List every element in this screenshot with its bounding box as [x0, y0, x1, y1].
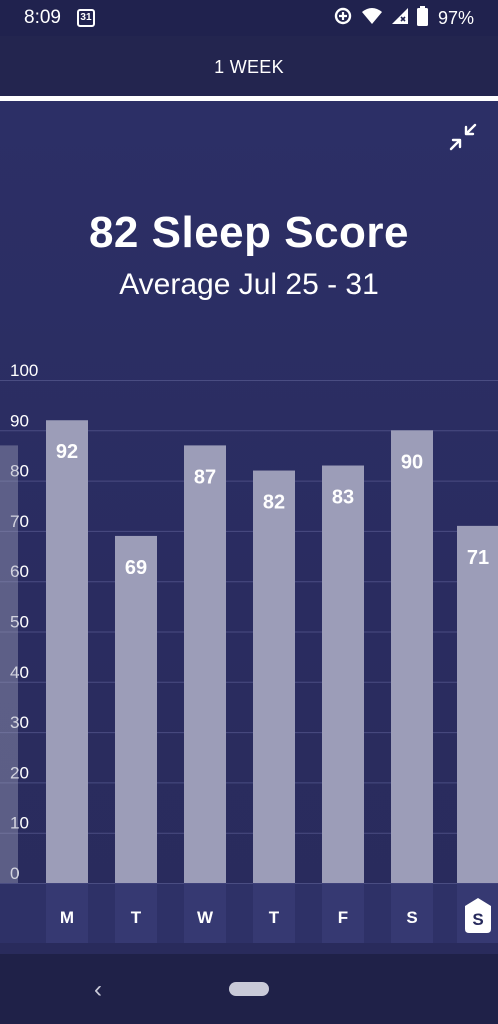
- bar-t: [115, 535, 157, 883]
- x-tick-label: S: [472, 910, 483, 929]
- y-tick-label: 70: [10, 512, 29, 531]
- bar-s: [457, 525, 498, 883]
- data-label: 82: [263, 492, 285, 514]
- collapse-icon: [449, 123, 477, 151]
- sleep-score-subtitle: Average Jul 25 - 31: [119, 268, 379, 301]
- data-saver-icon: [333, 6, 353, 31]
- sleep-score-title: 82 Sleep Score: [88, 208, 410, 257]
- bar-s: [391, 430, 433, 883]
- selected-day-marker: [465, 898, 491, 933]
- period-label: 1 WEEK: [214, 56, 284, 77]
- bar-t: [253, 470, 295, 883]
- bar-m: [46, 420, 88, 883]
- y-tick-label: 0: [10, 864, 19, 883]
- data-label: 87: [194, 466, 216, 488]
- x-tick-label: T: [269, 908, 280, 927]
- y-tick-label: 20: [10, 763, 29, 782]
- status-bar: 8:09 31 97%: [0, 0, 498, 36]
- x-tick-label: F: [338, 908, 348, 927]
- x-tick-label: W: [197, 908, 214, 927]
- bar-column-shade: [184, 883, 226, 943]
- battery-percent: 97%: [437, 7, 474, 28]
- collapse-button[interactable]: [446, 120, 480, 154]
- data-label: 69: [125, 557, 147, 579]
- bar-column-shade: [391, 883, 433, 943]
- calendar-icon: 31: [76, 9, 95, 27]
- data-label: 71: [467, 547, 489, 569]
- wifi-icon: [361, 7, 383, 30]
- battery-icon: [416, 5, 428, 31]
- previous-bar: [0, 445, 18, 883]
- x-tick-label: T: [131, 908, 142, 927]
- bar-w: [184, 445, 226, 883]
- period-tab-indicator: [0, 96, 498, 101]
- y-tick-label: 30: [10, 713, 29, 732]
- bar-column-shade: [46, 883, 88, 943]
- bar-column-shade: [115, 883, 157, 943]
- y-tick-label: 40: [10, 663, 29, 682]
- back-icon[interactable]: ‹: [94, 976, 102, 1003]
- data-label: 90: [401, 451, 423, 473]
- y-tick-label: 90: [10, 411, 29, 430]
- bar-column-shade: [322, 883, 364, 943]
- status-time: 8:09: [24, 7, 61, 28]
- x-tick-label: S: [406, 908, 417, 927]
- sleep-score-chart: 0 10 20 30 40 50 60 70 80 90 100 92 69 87 82 83 90 71 M T W T…: [0, 340, 498, 954]
- system-nav-bar: ‹: [0, 954, 498, 1024]
- data-label: 83: [332, 487, 354, 509]
- period-tab[interactable]: 1 WEEK: [0, 36, 498, 98]
- data-label: 92: [56, 441, 78, 463]
- y-tick-label: 10: [10, 814, 29, 833]
- y-tick-label: 60: [10, 562, 29, 581]
- y-tick-label: 80: [10, 462, 29, 481]
- home-button[interactable]: [229, 982, 269, 996]
- y-tick-label: 100: [10, 361, 38, 380]
- cell-signal-icon: [391, 7, 409, 30]
- bar-column-shade: [253, 883, 295, 943]
- bar-f: [322, 465, 364, 883]
- x-tick-label: M: [60, 908, 74, 927]
- y-tick-label: 50: [10, 613, 29, 632]
- chart-svg: 0 10 20 30 40 50 60 70 80 90 100 92 69 87 82 83 90 71 M T W T…: [0, 361, 498, 943]
